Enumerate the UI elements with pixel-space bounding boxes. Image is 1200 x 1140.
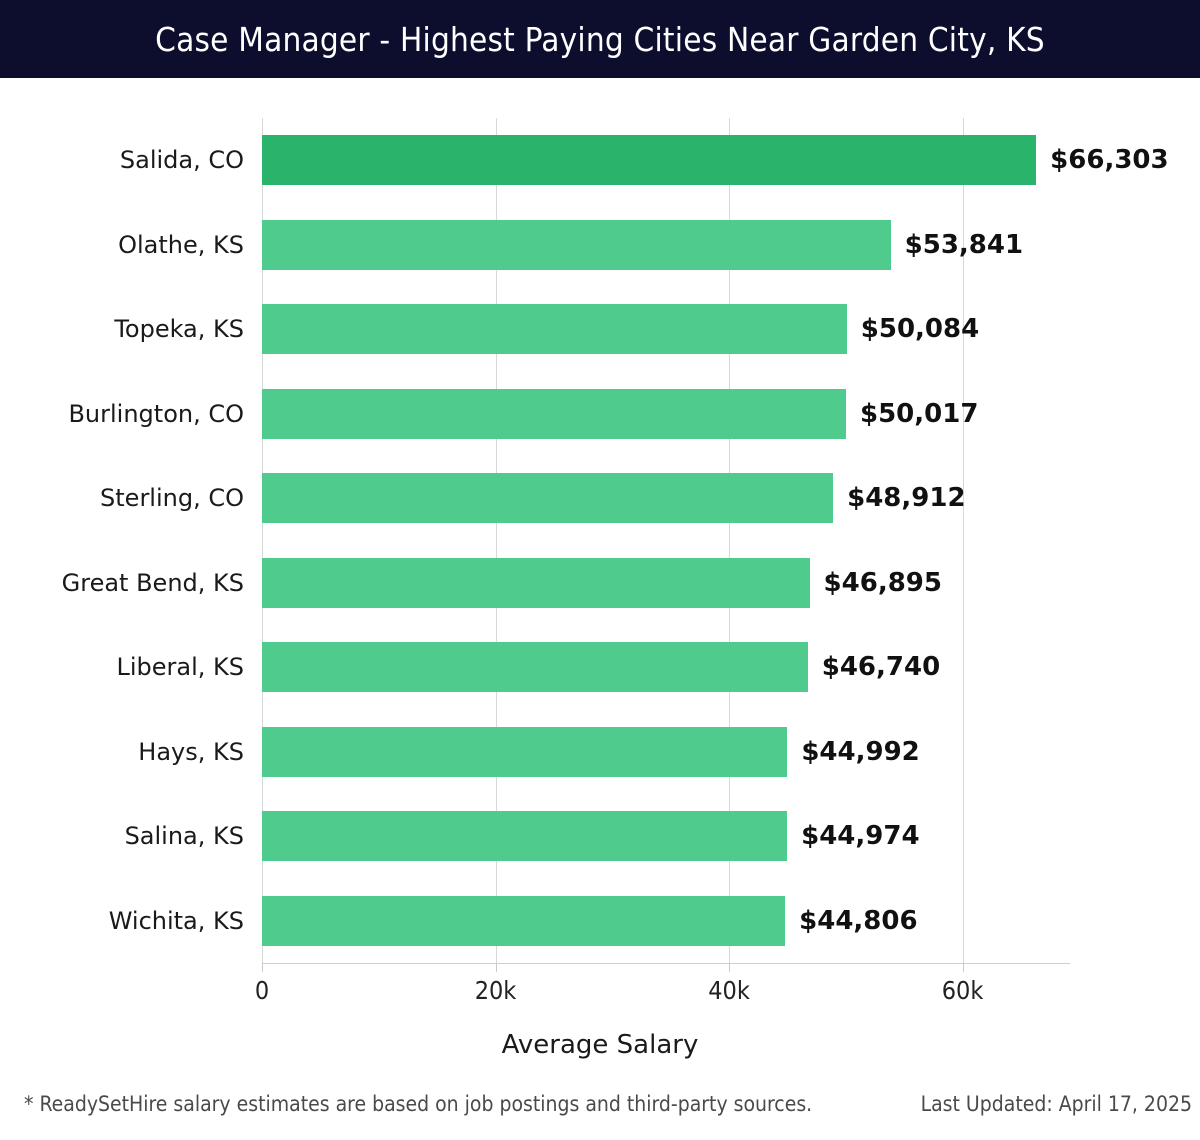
category-label: Olathe, KS <box>118 230 244 259</box>
chart-header-bar: Case Manager - Highest Paying Cities Nea… <box>0 0 1200 78</box>
value-label: $46,740 <box>821 652 941 683</box>
x-tick-label: 20k <box>474 976 517 1005</box>
value-label: $48,912 <box>847 483 966 514</box>
value-label: $50,017 <box>860 398 979 429</box>
value-label: $44,992 <box>801 736 920 767</box>
bar-row: Salida, CO $66,303 <box>120 118 1169 203</box>
bar-hays-ks[interactable] <box>262 726 788 777</box>
bar-olathe-ks[interactable] <box>262 219 891 270</box>
bar-sterling-co[interactable] <box>262 473 834 524</box>
tick-mark <box>495 963 497 972</box>
bar-row: Burlington, CO $50,017 <box>68 372 1070 457</box>
chart-footer: * ReadySetHire salary estimates are base… <box>0 1092 1200 1140</box>
plot-area: Salida, CO $66,303 Olathe, KS $53,841 Topeka… <box>62 118 1169 964</box>
bar-row: Great Bend, KS $46,895 <box>62 541 1070 626</box>
bar-row: Sterling, CO $48,912 <box>100 456 1070 541</box>
x-tick-label: 60k <box>941 976 984 1005</box>
chart-canvas: Salida, CO $66,303 Olathe, KS $53,841 Topeka… <box>0 78 1200 1140</box>
tick-mark <box>729 963 731 972</box>
page-title: Case Manager - Highest Paying Cities Nea… <box>155 19 1045 59</box>
category-label: Hays, KS <box>138 737 244 766</box>
x-tick-label: 0 <box>254 976 270 1005</box>
gridline-20k <box>495 118 497 963</box>
value-label: $46,895 <box>823 567 942 598</box>
category-label: Liberal, KS <box>116 653 244 682</box>
category-label: Burlington, CO <box>68 399 244 428</box>
value-label: $44,806 <box>799 905 918 936</box>
value-label: $50,084 <box>860 314 980 345</box>
bar-topeka-ks[interactable] <box>262 304 847 355</box>
value-label: $44,974 <box>801 821 920 852</box>
category-label: Salida, CO <box>119 146 244 175</box>
bar-row: Olathe, KS $53,841 <box>118 203 1070 288</box>
x-axis-line <box>262 963 1070 964</box>
value-label: $53,841 <box>904 229 1024 260</box>
footer-last-updated: Last Updated: April 17, 2025 <box>920 1092 1192 1116</box>
value-label: $66,303 <box>1050 145 1169 176</box>
gridline-60k <box>962 118 964 963</box>
gridline-40k <box>729 118 731 963</box>
x-axis-title: Average Salary <box>501 1030 699 1060</box>
bar-row: Salina, KS $44,974 <box>125 794 1070 879</box>
bar-great-bend-ks[interactable] <box>262 557 810 608</box>
footer-disclaimer: * ReadySetHire salary estimates are base… <box>24 1092 813 1116</box>
category-label: Great Bend, KS <box>61 568 244 597</box>
category-label: Topeka, KS <box>114 315 244 344</box>
bar-row: Hays, KS $44,992 <box>138 710 1070 795</box>
bar-burlington-co[interactable] <box>262 388 846 439</box>
category-label: Sterling, CO <box>100 484 244 513</box>
category-label: Salina, KS <box>124 822 244 851</box>
bar-salina-ks[interactable] <box>262 811 788 862</box>
bar-salida-co[interactable] <box>262 135 1037 186</box>
bar-liberal-ks[interactable] <box>262 642 808 693</box>
gridline-0 <box>262 118 263 963</box>
category-label: Wichita, KS <box>108 906 244 935</box>
tick-mark <box>262 963 263 972</box>
bar-wichita-ks[interactable] <box>262 895 786 946</box>
bar-row: Topeka, KS $50,084 <box>114 287 1070 372</box>
bar-row: Wichita, KS $44,806 <box>109 879 1070 964</box>
bar-row: Liberal, KS $46,740 <box>116 625 1070 710</box>
tick-mark <box>962 963 964 972</box>
x-tick-label: 40k <box>708 976 750 1005</box>
